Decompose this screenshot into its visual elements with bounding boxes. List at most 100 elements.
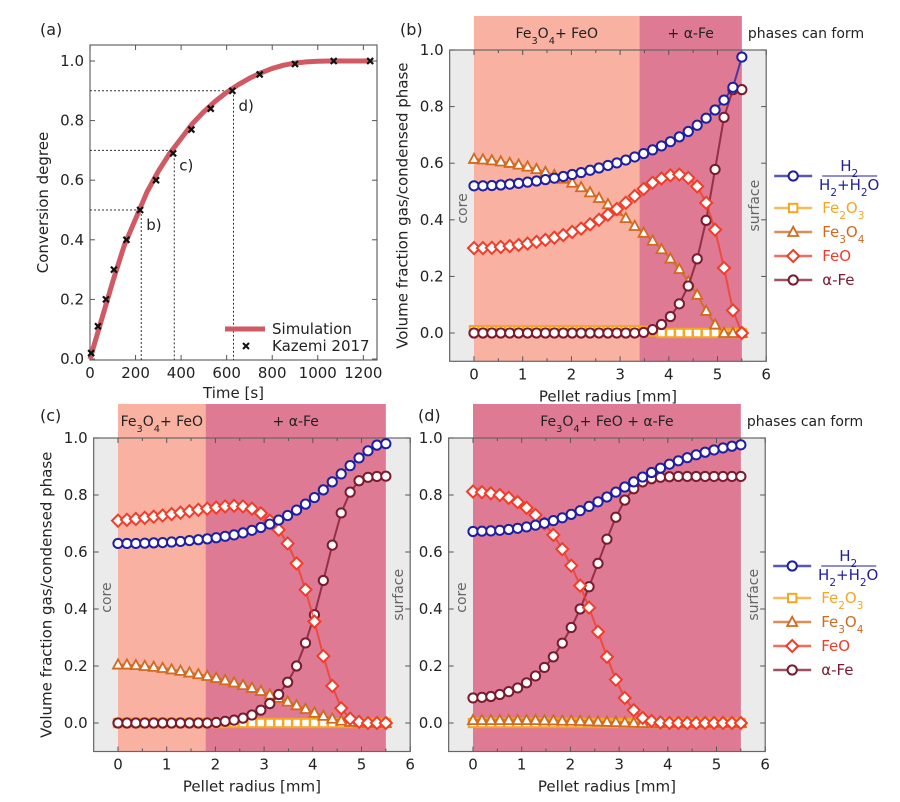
data-point-fe3o4: [583, 185, 597, 198]
data-point-alpha_fe: [165, 717, 178, 729]
data-point-alpha_fe: [556, 637, 568, 649]
data-point-h2_ratio: [157, 536, 169, 549]
y-tick-label: 0.4: [419, 600, 443, 618]
y-tick-label: 0.4: [64, 600, 88, 618]
data-point-fe3o4: [316, 708, 330, 721]
data-point-h2_ratio: [691, 119, 703, 131]
y-tick-label-a: 1.0: [60, 52, 84, 70]
legend-marker-fe3o4: [786, 224, 800, 237]
data-point-h2_ratio: [495, 179, 507, 191]
x-mark: [228, 87, 237, 95]
x-mark: [366, 57, 374, 65]
data-point-fe3o4: [475, 713, 489, 726]
x-mark: [102, 295, 110, 304]
data-point-fe3o4: [476, 152, 490, 165]
data-point-h2_ratio: [547, 515, 559, 527]
data-point-alpha_fe: [548, 327, 560, 339]
data-point-h2_ratio: [708, 444, 720, 456]
data-point-h2_ratio: [344, 460, 356, 472]
data-point-fe3o4: [628, 218, 642, 231]
data-point-alpha_fe: [503, 686, 515, 698]
phases-can-form-label: phases can form: [747, 414, 863, 430]
legend-marker-fe2o3: [787, 592, 798, 604]
data-point-fe3o4: [147, 659, 161, 672]
series-alpha_fe: [112, 470, 392, 729]
surface-label: surface: [747, 180, 763, 232]
data-point-feo: [618, 195, 634, 211]
experiment-point: [228, 87, 237, 95]
legend-marker-fe2o3: [788, 202, 799, 214]
experiment-point: [329, 57, 338, 65]
x-tick-label: 6: [405, 756, 415, 774]
data-point-h2_ratio: [556, 512, 568, 524]
x-tick-label-a: 1200: [344, 364, 382, 382]
data-point-feo: [733, 715, 749, 731]
data-point-h2_ratio: [574, 505, 586, 517]
data-point-alpha_fe: [520, 677, 533, 689]
x-tick-label: 0: [113, 756, 123, 774]
data-point-h2_ratio: [566, 168, 578, 181]
panel-d: (d) Fe3O4+ FeO + α-Fe phases can form 0 1 2 3 4…: [418, 404, 878, 796]
data-point-fe3o4: [521, 159, 535, 172]
data-point-h2_ratio: [139, 537, 151, 549]
data-point-fe3o4: [467, 151, 481, 164]
x-mark: [169, 149, 177, 158]
data-point-h2_ratio: [317, 484, 329, 496]
data-point-h2_ratio: [494, 524, 506, 536]
y-axis-label-a: Conversion degree: [34, 132, 52, 273]
data-point-alpha_fe: [593, 327, 605, 339]
data-point-alpha_fe: [611, 327, 623, 339]
series-alpha_fe: [468, 84, 748, 339]
data-point-fe3o4: [466, 713, 480, 726]
data-point-feo: [653, 715, 668, 730]
experiment-point: [152, 176, 160, 184]
simulation-line: [87, 58, 371, 360]
data-point-h2_ratio: [610, 486, 622, 498]
data-point-alpha_fe: [513, 327, 525, 339]
data-point-fe3o4: [672, 261, 686, 274]
data-point-feo: [289, 555, 304, 571]
data-point-h2_ratio: [468, 180, 480, 192]
experiment-point: [291, 60, 299, 68]
data-point-fe3o4: [646, 233, 660, 246]
data-point-feo: [680, 170, 696, 186]
data-point-feo: [307, 614, 322, 629]
data-point-h2_ratio: [121, 537, 133, 550]
data-point-alpha_fe: [620, 327, 632, 339]
data-point-alpha_fe: [717, 470, 729, 483]
plot-frame: [93, 437, 411, 753]
y-tick-label: 0.2: [420, 267, 444, 285]
phases-can-form-label: phases can form: [748, 26, 864, 42]
data-point-feo: [563, 558, 579, 574]
data-point-feo: [519, 500, 534, 516]
legend-label-feo: FeO: [821, 637, 850, 655]
data-point-h2_ratio: [593, 162, 605, 174]
data-point-fe3o4: [191, 667, 205, 680]
experiment-point: [110, 265, 118, 274]
data-point-fe3o4: [111, 657, 125, 670]
data-point-h2_ratio: [654, 462, 667, 474]
experiment-point: [122, 236, 131, 244]
legend-denominator: H2+H2O: [818, 566, 878, 589]
experiment-point: [102, 295, 110, 304]
data-point-feo: [315, 648, 331, 664]
series-h2_ratio: [112, 438, 392, 550]
x-tick-label: 5: [357, 756, 367, 774]
x-mark: [152, 176, 160, 184]
experiment-point: [255, 70, 264, 79]
data-point-h2_ratio: [602, 159, 614, 172]
data-point-h2_ratio: [530, 175, 543, 187]
data-point-fe3o4: [573, 713, 587, 726]
data-point-feo: [378, 715, 394, 731]
y-tick-label: 1.0: [420, 41, 444, 59]
data-point-alpha_fe: [681, 470, 693, 483]
x-tick-label: 2: [567, 365, 577, 383]
data-point-h2_ratio: [130, 537, 142, 550]
data-point-fe3o4: [528, 713, 543, 726]
experiment-point: [366, 57, 374, 65]
x-tick-label-a: 200: [121, 364, 150, 382]
data-point-fe3o4: [281, 694, 295, 707]
data-point-alpha_fe: [255, 704, 267, 716]
data-point-h2_ratio: [476, 525, 488, 537]
